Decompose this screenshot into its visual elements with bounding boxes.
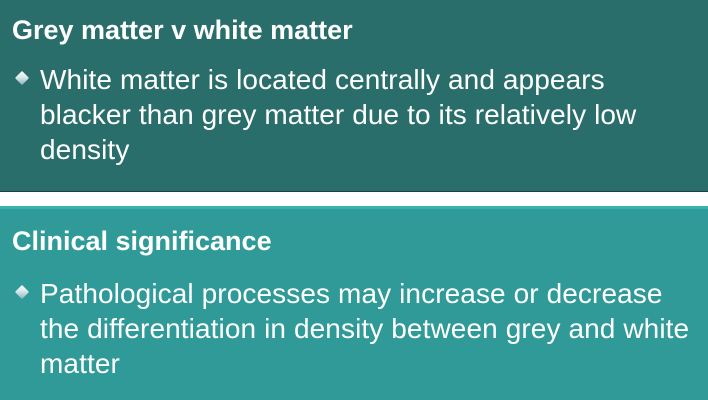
- bullet-item: Pathological processes may increase or d…: [14, 276, 694, 381]
- clinical-significance-section: Clinical significance Pathological proce…: [0, 206, 708, 400]
- bullet-text: Pathological processes may increase or d…: [40, 278, 690, 379]
- bullet-text: White matter is located centrally and ap…: [40, 64, 637, 165]
- grey-vs-white-matter-section: Grey matter v white matter White matter …: [0, 0, 708, 192]
- bullet-item: White matter is located centrally and ap…: [14, 62, 694, 167]
- section-divider: [0, 192, 708, 206]
- diamond-bullet-icon: [14, 284, 30, 300]
- section-heading: Grey matter v white matter: [12, 15, 353, 45]
- diamond-bullet-icon: [14, 70, 30, 86]
- section-heading: Clinical significance: [12, 226, 272, 256]
